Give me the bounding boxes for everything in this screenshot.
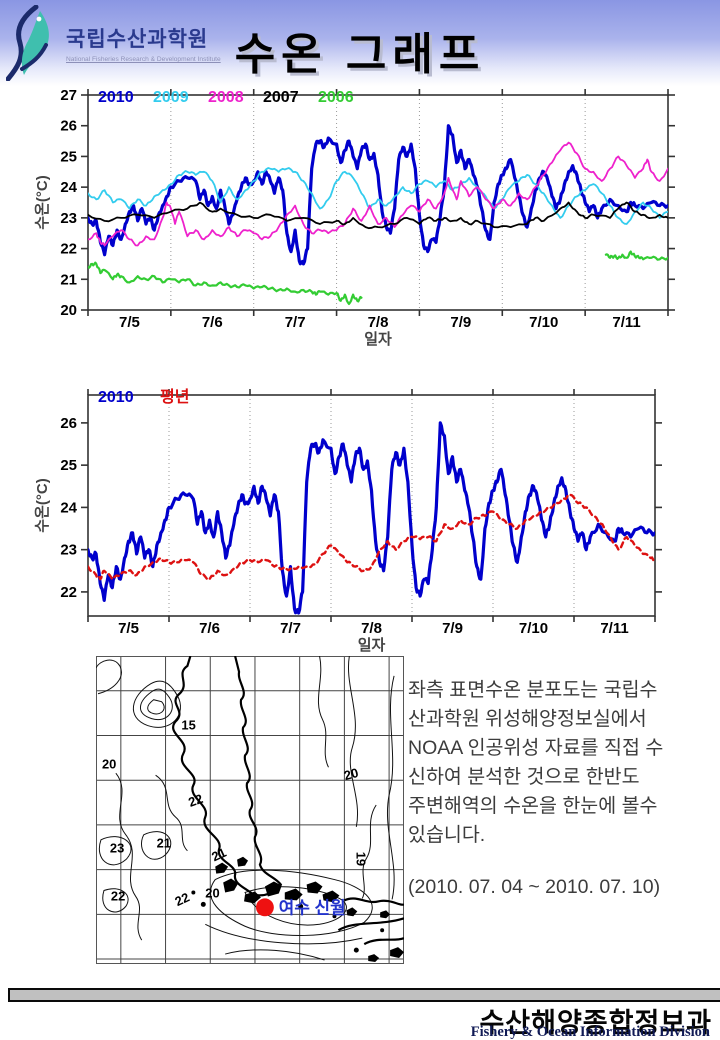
svg-text:22: 22 — [172, 889, 191, 909]
footer-divider-bar — [8, 988, 720, 1002]
logo-texts: 국립수산과학원 National Fisheries Research & De… — [66, 23, 221, 63]
svg-text:7/9: 7/9 — [442, 620, 463, 637]
svg-text:26: 26 — [60, 415, 77, 432]
svg-text:7/10: 7/10 — [519, 620, 548, 637]
svg-text:15: 15 — [181, 718, 195, 733]
svg-text:수온(°C): 수온(°C) — [34, 478, 51, 532]
svg-text:24: 24 — [60, 499, 77, 516]
logo-korean-name: 국립수산과학원 — [66, 28, 209, 51]
svg-text:7/6: 7/6 — [202, 314, 223, 331]
description-period: (2010. 07. 04 ~ 2010. 07. 10) — [408, 876, 661, 898]
svg-text:23: 23 — [60, 210, 77, 227]
svg-text:22: 22 — [111, 888, 125, 903]
svg-text:7/8: 7/8 — [368, 314, 389, 331]
svg-text:7/9: 7/9 — [450, 314, 471, 331]
fish-logo-icon — [6, 5, 49, 81]
svg-text:일자: 일자 — [358, 637, 386, 654]
svg-text:24: 24 — [60, 179, 77, 196]
footer-department-korean: 수산해양종합정보과 — [479, 1008, 712, 1038]
svg-text:7/8: 7/8 — [361, 620, 382, 637]
svg-text:7/7: 7/7 — [285, 314, 306, 331]
svg-text:20: 20 — [102, 756, 116, 771]
svg-text:20: 20 — [342, 765, 360, 783]
svg-text:평년: 평년 — [160, 387, 189, 406]
svg-text:7/6: 7/6 — [199, 620, 220, 637]
svg-text:26: 26 — [60, 118, 77, 135]
svg-text:여수 신월: 여수 신월 — [279, 898, 346, 917]
svg-text:2007: 2007 — [263, 89, 299, 106]
svg-text:27: 27 — [60, 87, 77, 104]
islands — [191, 856, 404, 963]
svg-text:25: 25 — [60, 148, 77, 165]
svg-text:20: 20 — [205, 885, 219, 900]
map-description: 좌측 표면수온 분포도는 국립수 산과학원 위성해양정보실에서 NOAA 인공위성 … — [408, 676, 716, 899]
sst-contour-map: 15 20 22 20 23 21 21 19 22 22 20 여수 신월 — [96, 656, 404, 964]
svg-text:2006: 2006 — [318, 89, 354, 106]
svg-text:25: 25 — [60, 457, 77, 474]
logo-english-name: National Fisheries Research & Developmen… — [66, 56, 221, 63]
svg-text:23: 23 — [110, 841, 124, 856]
svg-text:19: 19 — [353, 852, 368, 866]
svg-text:7/7: 7/7 — [280, 620, 301, 637]
svg-text:2008: 2008 — [208, 89, 244, 106]
page-title: 수온 그래프 — [234, 30, 486, 79]
svg-text:21: 21 — [157, 836, 171, 851]
svg-text:7/10: 7/10 — [529, 314, 558, 331]
svg-text:7/11: 7/11 — [612, 314, 640, 331]
footer-department-english: Fishery & Ocean Information Division — [470, 1024, 710, 1040]
svg-text:2010: 2010 — [98, 89, 134, 106]
institute-logo: 국립수산과학원 National Fisheries Research & De… — [6, 4, 236, 82]
svg-text:20: 20 — [60, 302, 77, 319]
svg-text:7/5: 7/5 — [118, 620, 139, 637]
station-marker: 여수 신월 — [255, 898, 346, 917]
contour-lines — [96, 656, 395, 961]
svg-text:2009: 2009 — [153, 89, 189, 106]
svg-text:수온(°C): 수온(°C) — [34, 175, 51, 229]
svg-text:23: 23 — [60, 542, 77, 559]
svg-text:22: 22 — [60, 584, 77, 601]
svg-text:21: 21 — [209, 845, 228, 865]
header-banner: 국립수산과학원 National Fisheries Research & De… — [0, 0, 720, 86]
temperature-vs-normal-chart: 22 23 24 25 26 7/5 7/6 7/7 7/8 7/9 7/10 7/11 일자 수온(°C… — [34, 387, 662, 654]
svg-text:22: 22 — [186, 791, 205, 810]
svg-text:7/5: 7/5 — [119, 314, 140, 331]
temperature-multi-year-chart: 20 21 22 23 24 25 26 27 7/5 7/6 7/7 7/8 7/9 7/10 7/11 일… — [34, 87, 675, 348]
svg-text:7/11: 7/11 — [600, 620, 628, 637]
svg-text:2010: 2010 — [98, 389, 134, 406]
svg-text:21: 21 — [60, 271, 77, 288]
description-text: 좌측 표면수온 분포도는 국립수 산과학원 위성해양정보실에서 NOAA 인공위성 … — [408, 679, 664, 846]
svg-text:22: 22 — [60, 241, 77, 258]
svg-text:일자: 일자 — [364, 331, 392, 348]
